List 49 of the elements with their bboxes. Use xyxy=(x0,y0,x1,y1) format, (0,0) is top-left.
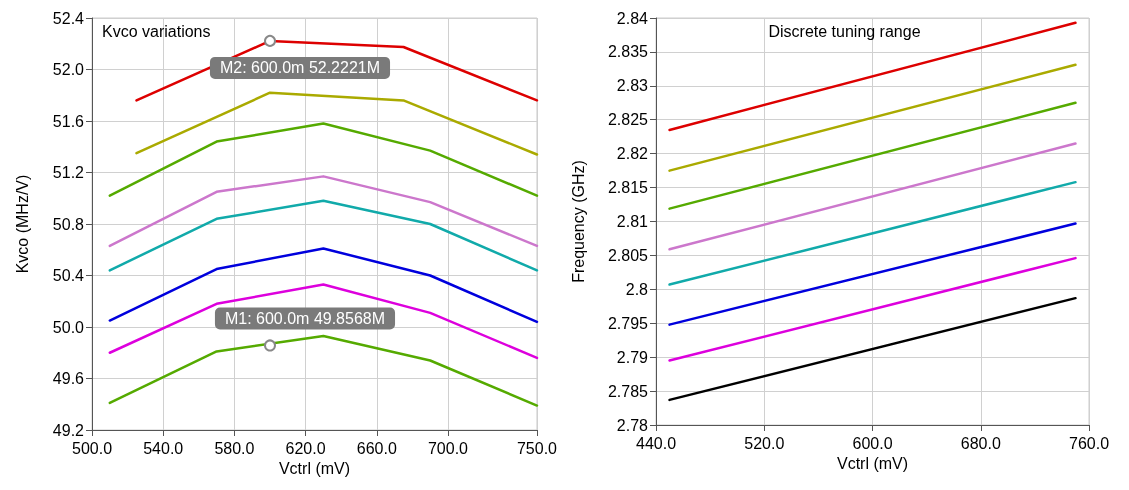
y-tick-label: 50.0 xyxy=(52,318,85,336)
y-tick-label: 2.835 xyxy=(607,43,649,61)
y-tick-label: 2.815 xyxy=(607,179,649,197)
x-axis-title: Vctrl (mV) xyxy=(836,455,909,473)
y-tick-label: 2.82 xyxy=(616,145,649,163)
y-tick-label: 51.2 xyxy=(52,164,85,181)
y-tick-label: 2.8 xyxy=(625,280,649,298)
x-tick-label: 660.0 xyxy=(356,439,397,457)
x-tick-label: 680.0 xyxy=(960,434,1001,452)
y-tick-label: 52.0 xyxy=(52,61,85,78)
line-series xyxy=(108,199,539,272)
line-series xyxy=(108,283,539,360)
line-series xyxy=(108,247,539,324)
y-tick-label: 2.83 xyxy=(616,77,649,95)
x-tick-label: 540.0 xyxy=(143,439,184,457)
x-axis-title: Vctrl (mV) xyxy=(278,460,351,478)
y-tick-label: 49.6 xyxy=(52,370,85,387)
chart-title: Discrete tuning range xyxy=(768,22,921,40)
line-series xyxy=(108,334,539,407)
y-tick-label: 2.79 xyxy=(616,348,649,366)
line-series xyxy=(108,175,539,248)
x-tick-label: 700.0 xyxy=(427,439,469,457)
y-tick-label: 2.795 xyxy=(607,314,649,332)
x-tick-label: 620.0 xyxy=(285,439,326,457)
line-series xyxy=(108,122,539,197)
y-tick-label: 2.81 xyxy=(616,213,649,230)
y-axis-title: Frequency (GHz) xyxy=(569,160,587,283)
y-tick-label: 2.78 xyxy=(616,416,649,434)
y-tick-label: 50.4 xyxy=(52,267,85,284)
chart-title: Kvco variations xyxy=(102,22,211,40)
x-tick-label: 520.0 xyxy=(744,434,785,452)
line-series xyxy=(135,91,539,156)
y-axis-title: Kvco (MHz/V) xyxy=(13,174,31,274)
y-tick-label: 2.805 xyxy=(607,246,649,264)
y-tick-label: 50.8 xyxy=(52,215,85,233)
x-tick-label: 500.0 xyxy=(71,439,113,457)
x-tick-label: 440.0 xyxy=(635,434,677,452)
annotation: M1: 600.0m 49.8568M xyxy=(224,309,386,327)
y-tick-label: 52.4 xyxy=(52,9,85,27)
y-tick-label: 2.825 xyxy=(607,111,649,129)
annotation: M2: 600.0m 52.2221M xyxy=(219,59,381,77)
x-tick-label: 750.0 xyxy=(516,439,558,457)
y-tick-label: 2.785 xyxy=(607,382,649,400)
x-tick-label: 580.0 xyxy=(214,439,255,457)
x-tick-label: 760.0 xyxy=(1068,434,1110,452)
y-tick-label: 2.84 xyxy=(616,9,649,27)
x-tick-label: 600.0 xyxy=(852,434,893,452)
y-tick-label: 51.6 xyxy=(52,112,85,130)
y-tick-label: 49.2 xyxy=(52,421,85,439)
